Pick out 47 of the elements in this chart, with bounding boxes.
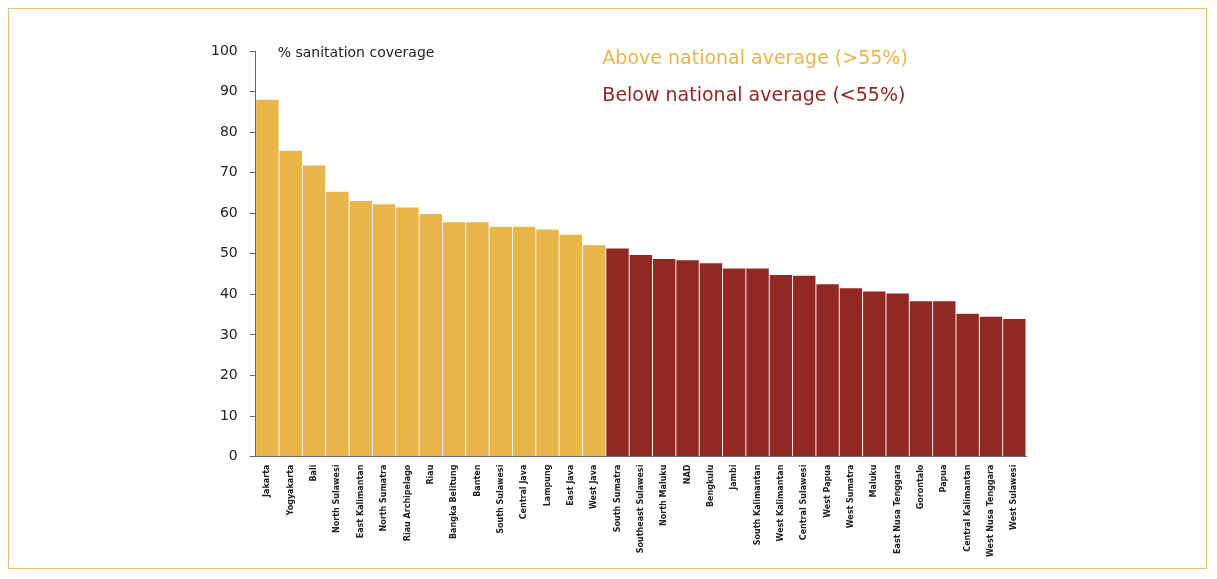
x-tick-label: West Sulawesi (1009, 464, 1019, 530)
x-tick-label: Bangka Belitung (449, 464, 459, 539)
y-tick-label: 20 (219, 366, 238, 383)
x-tick-label: East Java (565, 464, 575, 506)
y-tick-label: 60 (219, 203, 238, 220)
x-tick-label: West Papua (822, 464, 832, 518)
x-tick-label: Central Kalimantan (962, 464, 972, 552)
y-tick-label: 10 (219, 406, 238, 423)
y-tick-label: 40 (219, 285, 238, 302)
x-tick-label: Bengkulu (705, 464, 715, 508)
x-tick-label: Jakarta (262, 464, 272, 498)
x-tick-label: Central Sulawesi (799, 464, 809, 541)
y-tick-label: 90 (219, 82, 238, 99)
x-tick-label: North Maluku (659, 464, 669, 526)
x-tick-label: West Nusa Tenggara (986, 464, 996, 558)
text: Above national average (>55%) (602, 45, 908, 68)
x-tick-label: Riau Archipelago (402, 464, 412, 542)
x-tick-label: West Java (589, 464, 599, 509)
x-tick-label: Bali (309, 464, 319, 482)
x-tick-label: East Kalimantan (355, 464, 365, 539)
x-tick-label: West Sumatra (846, 464, 856, 529)
y-tick-label: 100 (210, 41, 238, 58)
x-tick-label: East Nusa Tenggara (892, 464, 902, 554)
x-tick-label: Southeast Sulawesi (635, 464, 645, 554)
x-tick-label: North Sumatra (379, 464, 389, 532)
x-tick-label: Lampung (542, 464, 552, 507)
x-tick-label: West Kalimantan (775, 464, 785, 542)
x-tick-label: Maluku (869, 464, 879, 498)
x-tick-label: Papua (939, 464, 949, 493)
text: Below national average (<55%) (602, 82, 906, 105)
x-tick-label: South Sumatra (612, 464, 622, 533)
x-tick-label: Yogyakarta (285, 464, 295, 517)
x-tick-label: NAD (682, 464, 692, 485)
y-tick-label: 30 (219, 325, 238, 342)
x-tick-label: South Sulawesi (495, 464, 505, 534)
y-tick-label: 50 (219, 244, 238, 261)
y-axis-title: % sanitation coverage (277, 43, 435, 60)
x-tick-label: Central Java (519, 464, 529, 520)
x-tick-label: Jambi (729, 464, 739, 491)
y-tick-label: 0 (228, 447, 238, 464)
y-tick-label: 70 (219, 163, 238, 180)
x-tick-label: South Kalimantan (752, 464, 762, 546)
x-tick-label: Gorontalo (916, 464, 926, 510)
x-tick-label: Riau (425, 464, 435, 485)
y-tick-label: 80 (219, 122, 238, 139)
x-tick-label: North Sulawesi (332, 464, 342, 533)
x-tick-label: Banten (472, 464, 482, 497)
